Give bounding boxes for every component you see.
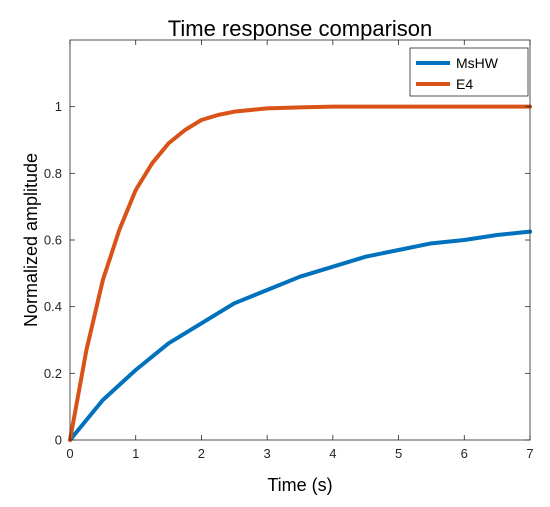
y-tick-label: 0.4 [44, 299, 62, 314]
x-tick-label: 2 [198, 446, 205, 461]
y-tick-label: 0.6 [44, 233, 62, 248]
x-tick-label: 0 [66, 446, 73, 461]
x-tick-label: 6 [461, 446, 468, 461]
x-tick-label: 5 [395, 446, 402, 461]
legend-label-mshw: MsHW [456, 55, 499, 71]
x-tick-label: 1 [132, 446, 139, 461]
series-line-e4 [68, 104, 532, 442]
y-tick-label: 1 [55, 99, 62, 114]
axes-layer: 0 1 2 3 4 5 6 7 0 0.2 0.4 0.6 0.8 1 [44, 39, 534, 461]
series-line-mshw [68, 229, 532, 442]
x-axis-label: Time (s) [267, 475, 332, 495]
x-tick-label: 4 [329, 446, 336, 461]
y-tick-label: 0.8 [44, 166, 62, 181]
y-axis-label: Normalized amplitude [21, 153, 41, 327]
legend-box [409, 47, 529, 97]
series-layer [68, 104, 532, 442]
y-tick-label: 0.2 [44, 366, 62, 381]
x-tick-label: 7 [526, 446, 533, 461]
chart-title: Time response comparison [168, 16, 433, 41]
legend: MsHW E4 [409, 47, 529, 97]
x-tick-label: 3 [264, 446, 271, 461]
legend-label-e4: E4 [456, 76, 473, 92]
y-tick-label: 0 [55, 433, 62, 448]
